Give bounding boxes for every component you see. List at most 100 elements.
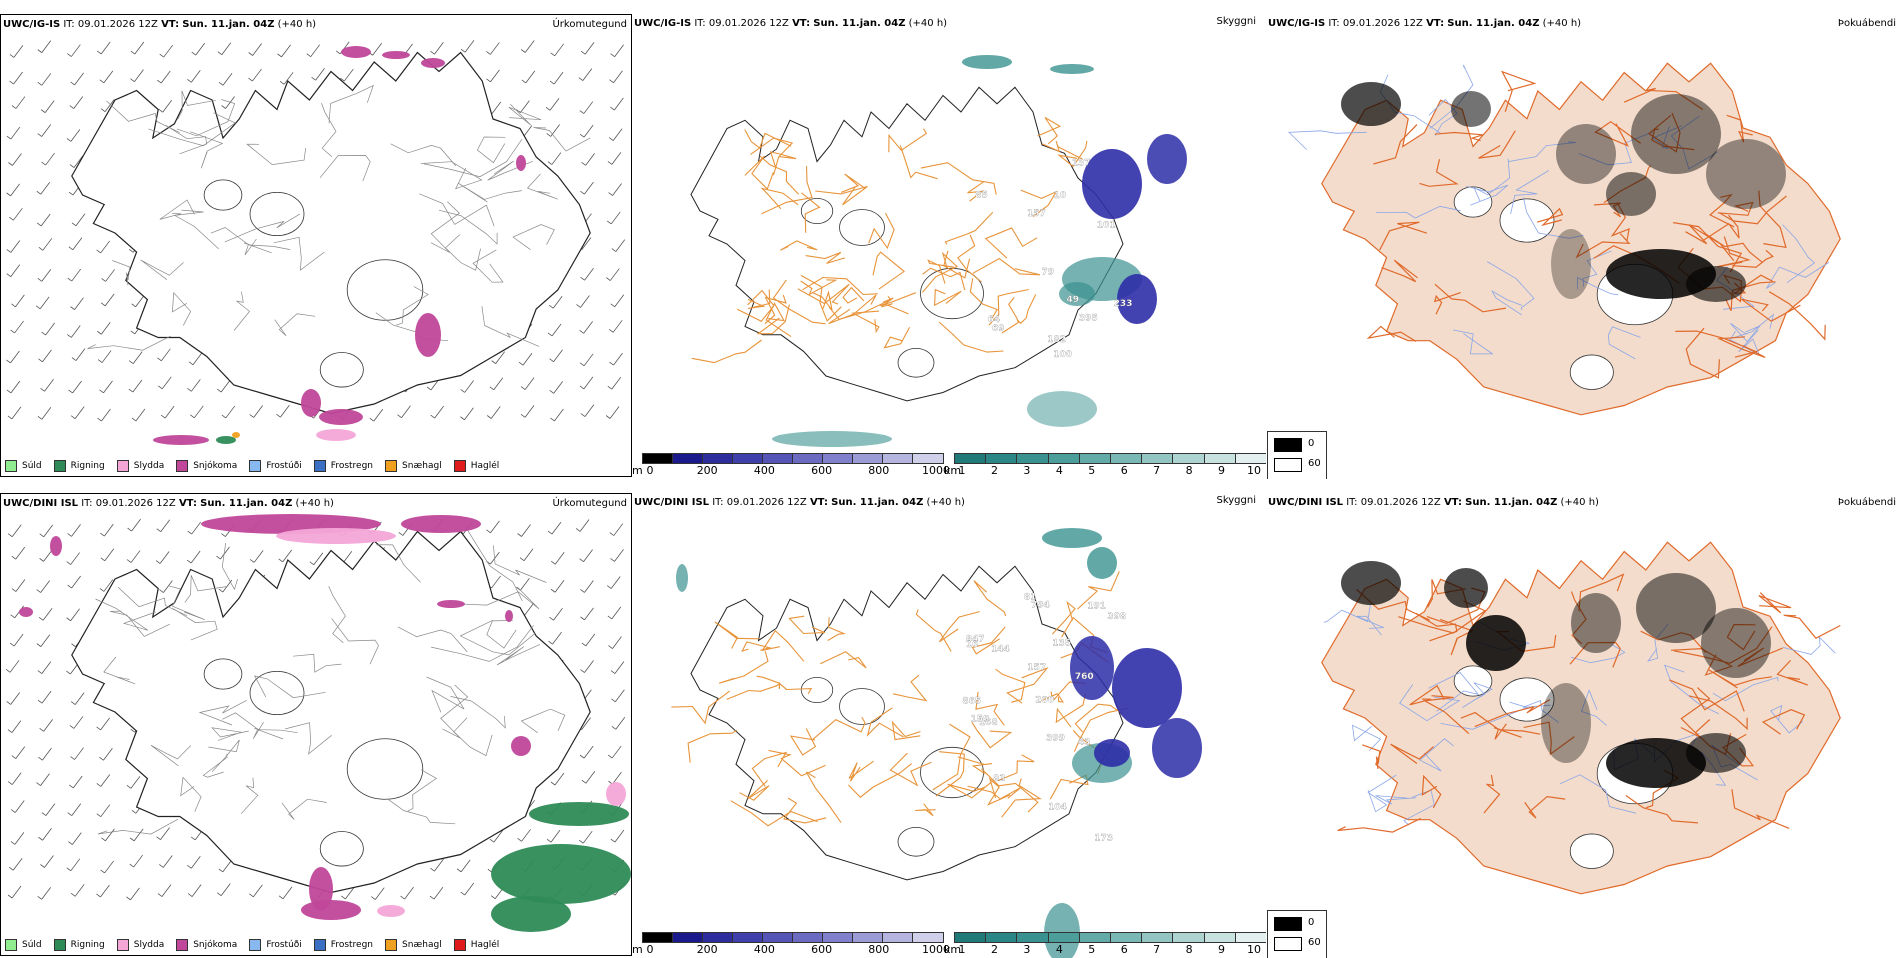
road-line — [881, 297, 894, 308]
visibility-value-label: 83 — [993, 774, 1006, 784]
road-line — [1768, 291, 1826, 341]
panel-header: UWC/DINI ISL IT: 09.01.2026 12Z VT: Sun.… — [3, 498, 334, 509]
legend-swatch — [53, 460, 66, 472]
wind-barb — [607, 376, 622, 390]
wind-barb — [39, 549, 53, 562]
wind-barb — [11, 546, 26, 560]
wind-barb — [99, 380, 113, 394]
wind-barb — [37, 690, 52, 704]
wind-barb — [35, 296, 50, 310]
road-line — [1731, 789, 1790, 829]
wind-barb — [96, 717, 110, 731]
wind-barb — [37, 661, 52, 674]
road-line — [1037, 117, 1062, 145]
fog-index-area — [1606, 172, 1656, 216]
wind-barb — [6, 380, 21, 394]
wind-barb — [520, 377, 535, 390]
panel-title: Úrkomutegund — [552, 19, 627, 30]
wind-barb — [66, 858, 81, 872]
road-line — [765, 302, 792, 338]
road-line — [1051, 600, 1076, 635]
wind-barb — [9, 45, 24, 58]
river-line — [1367, 774, 1397, 813]
road-line — [419, 193, 495, 227]
wind-barb — [580, 42, 595, 55]
colorbar-segment — [672, 932, 704, 943]
road-line — [1390, 743, 1434, 764]
wind-barb — [579, 549, 593, 562]
road-line — [140, 259, 184, 280]
road-line — [761, 629, 805, 662]
legend-label: Frostúði — [266, 940, 302, 950]
road-line — [211, 727, 249, 741]
wind-barb — [610, 829, 625, 843]
precip-area — [301, 389, 321, 417]
road-line — [328, 586, 346, 644]
road-line — [167, 585, 205, 621]
road-line — [243, 242, 291, 254]
wind-barb — [71, 213, 86, 227]
river-line — [1782, 636, 1836, 655]
wind-barb — [190, 405, 204, 419]
wind-barb — [460, 380, 474, 393]
wind-barb — [520, 405, 535, 418]
fog-legend: 0 60 — [1267, 431, 1327, 479]
visibility-value-label: 173 — [1094, 834, 1113, 844]
road-line — [208, 739, 240, 772]
fog-legend: 0 60 — [1267, 910, 1327, 958]
precip-area — [19, 607, 33, 617]
wind-barb — [70, 884, 85, 897]
wind-barb — [306, 44, 321, 58]
visibility-value-label: 16 — [966, 640, 979, 650]
wind-barb — [7, 720, 22, 733]
road-line — [1783, 614, 1841, 639]
fog-map-1 — [1288, 62, 1841, 416]
wind-barb — [158, 99, 173, 113]
colorbar-segment — [792, 453, 824, 464]
road-line — [957, 234, 982, 283]
colorbar-segment — [882, 932, 914, 943]
wind-barb — [37, 124, 52, 137]
panel-header: UWC/IG-IS IT: 09.01.2026 12Z VT: Sun. 11… — [3, 19, 317, 30]
precip-area — [216, 436, 236, 444]
road-line — [1409, 684, 1445, 706]
visibility-value-label: 104 — [1048, 803, 1067, 813]
visibility-map-2: 865 794 760 398 847 173 168 135 157 191 200 43 81 16 1… — [671, 528, 1202, 958]
visibility-area — [1070, 636, 1114, 700]
legend-item: Frostúði — [249, 460, 302, 472]
fog-index-area — [1631, 94, 1721, 174]
legend-label: Snjókoma — [193, 940, 238, 950]
wind-barb — [368, 43, 382, 56]
road-line — [1594, 120, 1642, 147]
fog-index-area — [1444, 568, 1488, 608]
road-line — [1717, 201, 1754, 216]
road-line — [184, 575, 228, 603]
road-line — [274, 313, 316, 336]
river-line — [1323, 603, 1371, 623]
wind-barb — [68, 832, 82, 845]
road-line — [671, 690, 730, 725]
fog-legend-label: 60 — [1308, 458, 1321, 469]
road-line — [233, 291, 250, 331]
road-line — [450, 696, 506, 729]
glacier-outline — [800, 676, 834, 703]
precip-area — [516, 155, 526, 171]
road-line — [512, 224, 555, 250]
wind-barb — [67, 803, 82, 816]
legend-item: Haglél — [453, 460, 500, 472]
wind-barb — [36, 773, 50, 786]
road-line — [714, 621, 759, 649]
wind-barb — [576, 295, 590, 308]
wind-barb — [70, 747, 84, 760]
visibility-value-label: 865 — [962, 696, 981, 706]
road-line — [281, 798, 327, 820]
road-line — [1537, 207, 1564, 227]
legend-label: Haglél — [470, 461, 500, 471]
panel-header: UWC/DINI ISL IT: 09.01.2026 12Z VT: Sun.… — [634, 497, 965, 508]
wind-barb — [126, 550, 141, 563]
legend-label: Súld — [22, 940, 42, 950]
road-line — [769, 151, 797, 167]
road-line — [1569, 641, 1621, 668]
wind-barb — [68, 380, 82, 394]
visibility-value-label: 760 — [1075, 672, 1094, 682]
